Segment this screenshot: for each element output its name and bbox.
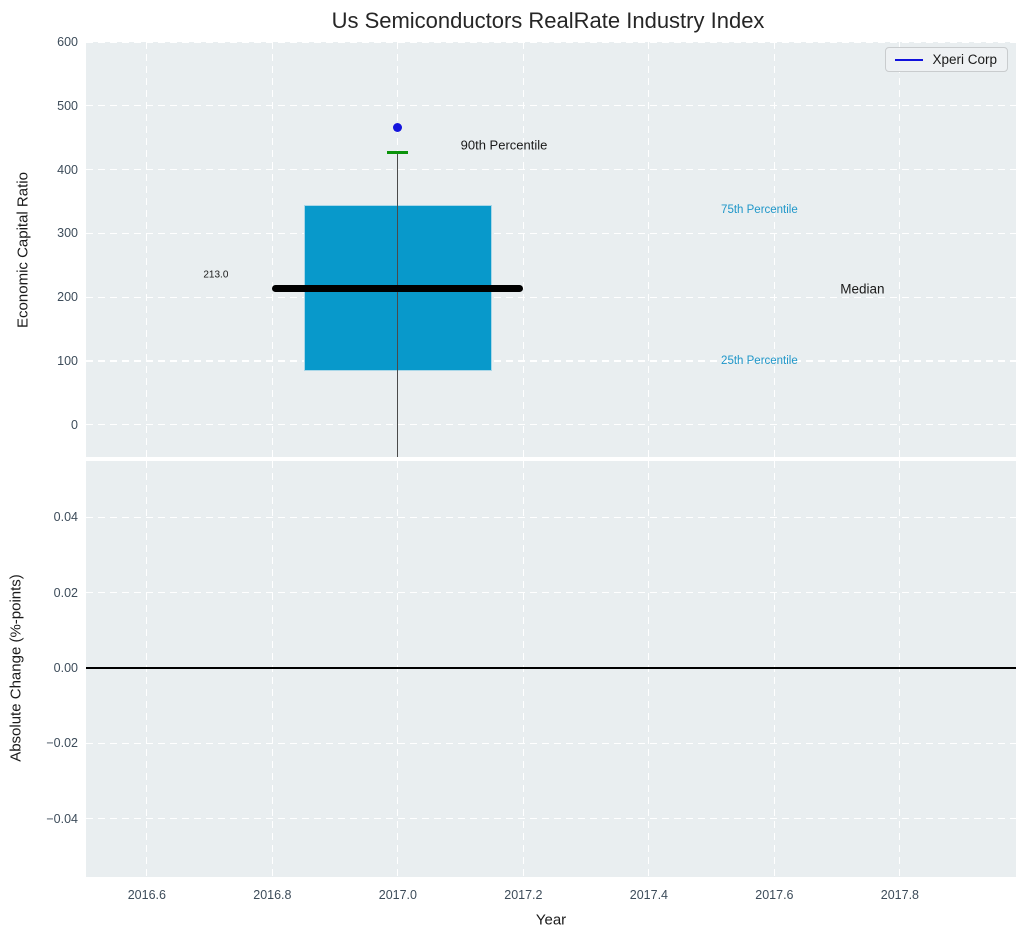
x-axis-label: Year: [535, 911, 567, 929]
y-tick-label: 0.04: [53, 510, 78, 525]
x-tick-label: 2017.2: [504, 888, 543, 902]
x-tick-label: 2016.8: [253, 888, 292, 902]
annotation-75th-percentile: 75th Percentile: [721, 203, 798, 216]
x-gridline: [146, 461, 148, 877]
y-tick-label: 200: [57, 290, 78, 305]
x-gridline: [271, 461, 273, 877]
y-tick-label: 400: [57, 162, 78, 177]
xperi-corp-point: [393, 122, 403, 132]
y-tick-label: 100: [57, 353, 78, 368]
chart-title: Us Semiconductors RealRate Industry Inde…: [331, 8, 765, 33]
x-tick-label: 2016.6: [127, 888, 166, 902]
x-gridline: [648, 42, 650, 457]
y-tick-label: 500: [57, 98, 78, 113]
x-gridline: [271, 42, 273, 457]
y-tick-label: −0.02: [46, 736, 78, 751]
median-line: [272, 285, 524, 293]
legend: Xperi Corp: [885, 47, 1008, 72]
bottom-plot-area: [86, 461, 1016, 877]
y-gridline: [86, 232, 1016, 234]
y-gridline: [86, 818, 1016, 820]
annotation-25th-percentile: 25th Percentile: [721, 354, 798, 367]
y-gridline: [86, 742, 1016, 744]
y-tick-label: 600: [57, 35, 78, 49]
x-gridline: [899, 461, 901, 877]
x-tick-label: 2017.6: [755, 888, 794, 902]
y-gridline: [86, 168, 1016, 171]
x-gridline: [397, 461, 399, 877]
y-tick-label: 300: [57, 226, 78, 241]
y-tick-label: 0: [71, 417, 78, 432]
x-gridline: [146, 42, 148, 457]
y-tick-label: 0.00: [53, 661, 78, 676]
top-plot-area: Xperi Corp: [86, 41, 1016, 457]
y-tick-label: −0.04: [46, 811, 78, 826]
y-gridline: [86, 41, 1016, 43]
y-gridline: [86, 516, 1016, 519]
zero-change-line: [86, 667, 1016, 669]
x-tick-label: 2017.4: [629, 888, 668, 902]
whisker-line: [397, 152, 399, 457]
y-gridline: [86, 424, 1016, 426]
legend-line-sample: [895, 58, 924, 61]
y-gridline: [86, 592, 1016, 594]
x-gridline: [522, 42, 524, 457]
legend-label: Xperi Corp: [932, 52, 997, 67]
annotation-median: Median: [840, 281, 885, 297]
y-gridline: [86, 296, 1016, 298]
x-gridline: [899, 42, 901, 457]
x-gridline: [648, 461, 650, 877]
y-gridline: [86, 360, 1016, 362]
x-tick-label: 2017.0: [378, 888, 417, 902]
x-tick-label: 2017.8: [880, 888, 920, 902]
annotation-213-0: 213.0: [203, 269, 229, 281]
x-gridline: [773, 461, 775, 877]
x-gridline: [522, 461, 524, 877]
annotation-90th-percentile: 90th Percentile: [460, 137, 548, 153]
y-tick-label: 0.02: [53, 585, 78, 600]
p90-cap-marker: [387, 150, 409, 154]
x-gridline: [773, 42, 775, 457]
y-gridline: [86, 105, 1016, 107]
